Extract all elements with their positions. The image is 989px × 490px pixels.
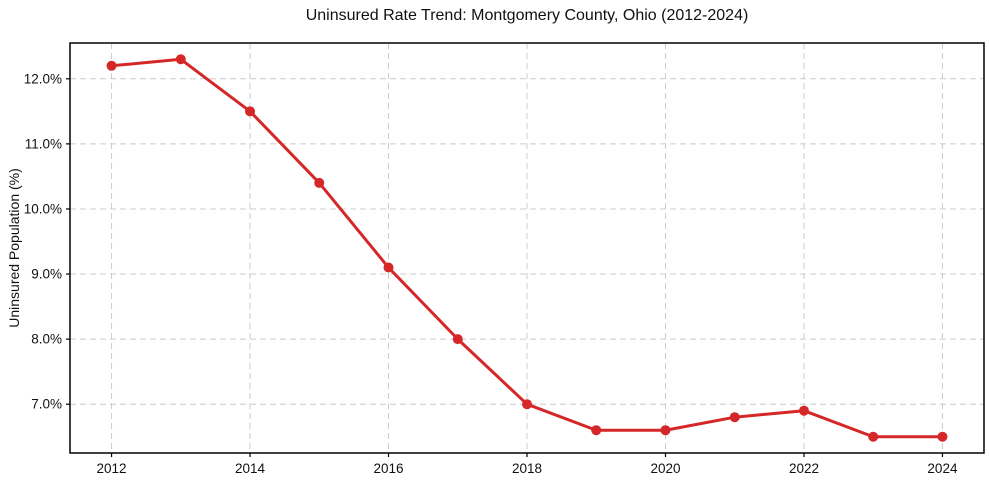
- y-tick-label: 9.0%: [31, 267, 62, 282]
- x-tick-label: 2018: [512, 461, 542, 476]
- y-tick-label: 12.0%: [24, 71, 62, 86]
- data-point: [314, 177, 325, 188]
- data-point: [729, 412, 740, 423]
- data-point: [660, 425, 671, 436]
- x-tick-label: 2012: [97, 461, 127, 476]
- x-tick-label: 2014: [235, 461, 266, 476]
- y-tick-label: 10.0%: [24, 201, 62, 216]
- y-tick-label: 11.0%: [25, 136, 62, 151]
- data-point: [106, 60, 117, 71]
- data-point: [937, 431, 948, 442]
- x-tick-label: 2020: [650, 461, 680, 476]
- data-point: [175, 54, 186, 65]
- data-point: [868, 431, 879, 442]
- data-point: [245, 106, 256, 117]
- data-point: [452, 334, 463, 345]
- data-point: [383, 262, 394, 273]
- y-tick-label: 7.0%: [31, 397, 62, 412]
- x-tick-label: 2024: [927, 461, 958, 476]
- chart-title: Uninsured Rate Trend: Montgomery County,…: [305, 7, 749, 24]
- data-point: [522, 399, 532, 410]
- data-point: [798, 405, 809, 416]
- data-point: [591, 425, 602, 436]
- y-tick-label: 8.0%: [31, 332, 62, 347]
- x-tick-label: 2022: [789, 461, 819, 476]
- x-tick-label: 2016: [373, 461, 403, 476]
